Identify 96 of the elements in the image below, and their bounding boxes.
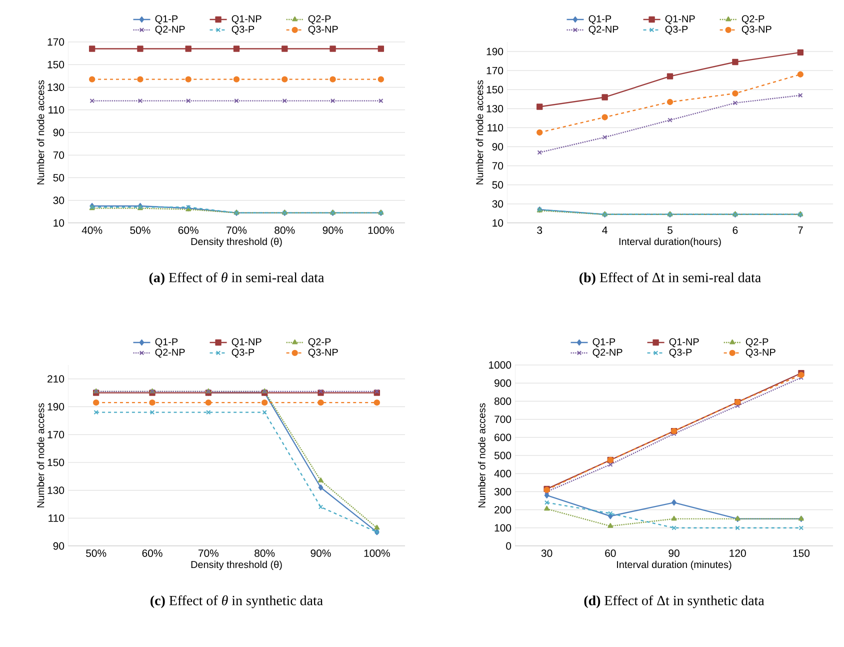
legend-label: Q1-P [588, 15, 612, 24]
x-tick-label: 60 [605, 550, 616, 557]
legend-label: Q3-P [665, 26, 688, 35]
x-axis-title: Interval duration(hours) [619, 238, 721, 248]
text: (c) Effect of θ in synthetic data [150, 595, 323, 608]
x-tick-label: 100% [368, 226, 394, 234]
y-tick-label: 10 [54, 219, 64, 227]
legend-label: Q1-NP [232, 338, 262, 348]
x-tick-label: 3 [537, 226, 542, 234]
x-tick-label: 80% [274, 226, 295, 234]
y-tick-label: 800 [494, 397, 512, 405]
y-tick-label: 190 [486, 48, 504, 56]
y-tick-label: 30 [53, 196, 64, 204]
y-tick-label: 300 [494, 488, 512, 496]
y-tick-label: 150 [48, 458, 64, 466]
legend-label: Q1-P [155, 15, 178, 24]
legend-label: Q2-NP [155, 348, 185, 358]
y-axis-title: Number of node access [476, 80, 484, 184]
legend-label: Q3-P [669, 348, 692, 358]
x-axis-title: Density threshold (θ) [191, 238, 282, 248]
y-tick-label: 130 [486, 104, 504, 112]
y-tick-label: 70 [53, 151, 64, 159]
x-tick-label: 60% [142, 550, 162, 557]
x-tick-label: 90 [668, 550, 680, 557]
y-tick-label: 100 [494, 524, 512, 532]
legend-label: Q2-P [742, 15, 764, 24]
y-tick-label: 10 [492, 219, 504, 227]
y-tick-label: 400 [494, 470, 512, 478]
y-tick-label: 90 [53, 128, 64, 136]
legend-label: Q3-P [232, 26, 254, 35]
x-tick-label: 150 [793, 550, 810, 557]
x-tick-label: 5 [668, 226, 672, 234]
legend-label: Q1-P [592, 338, 616, 348]
text: (b) Effect of Δt in semi-real data [580, 272, 761, 286]
legend-label: Q2-NP [588, 26, 618, 35]
legend-label: Q2-NP [592, 348, 622, 358]
y-tick-label: 130 [48, 84, 64, 91]
y-tick-label: 70 [492, 162, 504, 170]
legend-label: Q2-P [308, 15, 331, 24]
x-tick-label: 4 [602, 226, 608, 234]
x-tick-label: 30 [541, 550, 552, 557]
y-tick-label: 170 [48, 430, 64, 438]
x-axis-title: Interval duration (minutes) [617, 560, 732, 570]
x-tick-label: 7 [798, 226, 803, 234]
legend-label: Q3-NP [308, 26, 338, 35]
y-tick-label: 0 [506, 542, 512, 550]
x-tick-label: 90% [310, 550, 331, 557]
y-tick-label: 210 [48, 375, 64, 383]
legend-label: Q3-NP [746, 348, 776, 358]
x-tick-label: 90% [322, 226, 343, 234]
legend-label: Q1-P [155, 338, 178, 348]
y-tick-label: 150 [486, 86, 504, 94]
x-tick-label: 70% [226, 226, 247, 234]
y-tick-label: 1000 [489, 361, 512, 369]
legend-label: Q1-NP [232, 15, 262, 24]
legend-label: Q2-NP [155, 26, 185, 35]
y-tick-label: 130 [48, 486, 64, 494]
y-tick-label: 90 [492, 143, 504, 150]
legend-label: Q3-NP [742, 26, 772, 35]
y-axis-title: Number of node access [36, 80, 44, 184]
y-tick-label: 900 [494, 379, 512, 387]
y-tick-label: 200 [494, 506, 512, 514]
x-tick-label: 60% [178, 226, 198, 234]
y-tick-label: 700 [494, 416, 512, 423]
x-tick-label: 80% [254, 550, 275, 557]
x-axis-title: Density threshold (θ) [191, 560, 282, 570]
y-tick-label: 600 [494, 434, 512, 442]
y-tick-label: 170 [486, 66, 504, 74]
y-tick-label: 150 [48, 60, 64, 68]
y-tick-label: 190 [48, 403, 64, 410]
y-axis-title: Number of node access [478, 403, 486, 508]
x-tick-label: 50% [86, 550, 106, 557]
x-tick-label: 50% [130, 226, 150, 234]
text: (a) Effect of θ in semi-real data [149, 272, 324, 286]
y-tick-label: 50 [492, 181, 504, 189]
legend-label: Q1-NP [669, 338, 699, 348]
y-tick-label: 110 [488, 124, 504, 132]
y-tick-label: 500 [494, 452, 512, 460]
legend-label: Q2-P [746, 338, 768, 348]
x-tick-label: 120 [730, 550, 746, 557]
y-tick-label: 30 [492, 200, 504, 208]
y-tick-label: 110 [48, 514, 64, 522]
y-tick-label: 170 [48, 38, 64, 46]
y-tick-label: 110 [48, 106, 64, 114]
x-tick-label: 6 [732, 226, 738, 234]
legend-label: Q1-NP [665, 15, 695, 24]
legend-label: Q2-P [308, 338, 331, 348]
x-tick-label: 100% [364, 550, 390, 557]
y-tick-label: 90 [53, 542, 64, 550]
legend-label: Q3-NP [308, 348, 338, 358]
text: (d) Effect of Δt in synthetic data [584, 595, 764, 608]
x-tick-label: 70% [198, 550, 219, 557]
x-tick-label: 40% [82, 226, 102, 234]
y-tick-label: 50 [53, 174, 64, 182]
y-axis-title: Number of node access [36, 403, 44, 508]
legend-label: Q3-P [232, 348, 254, 358]
